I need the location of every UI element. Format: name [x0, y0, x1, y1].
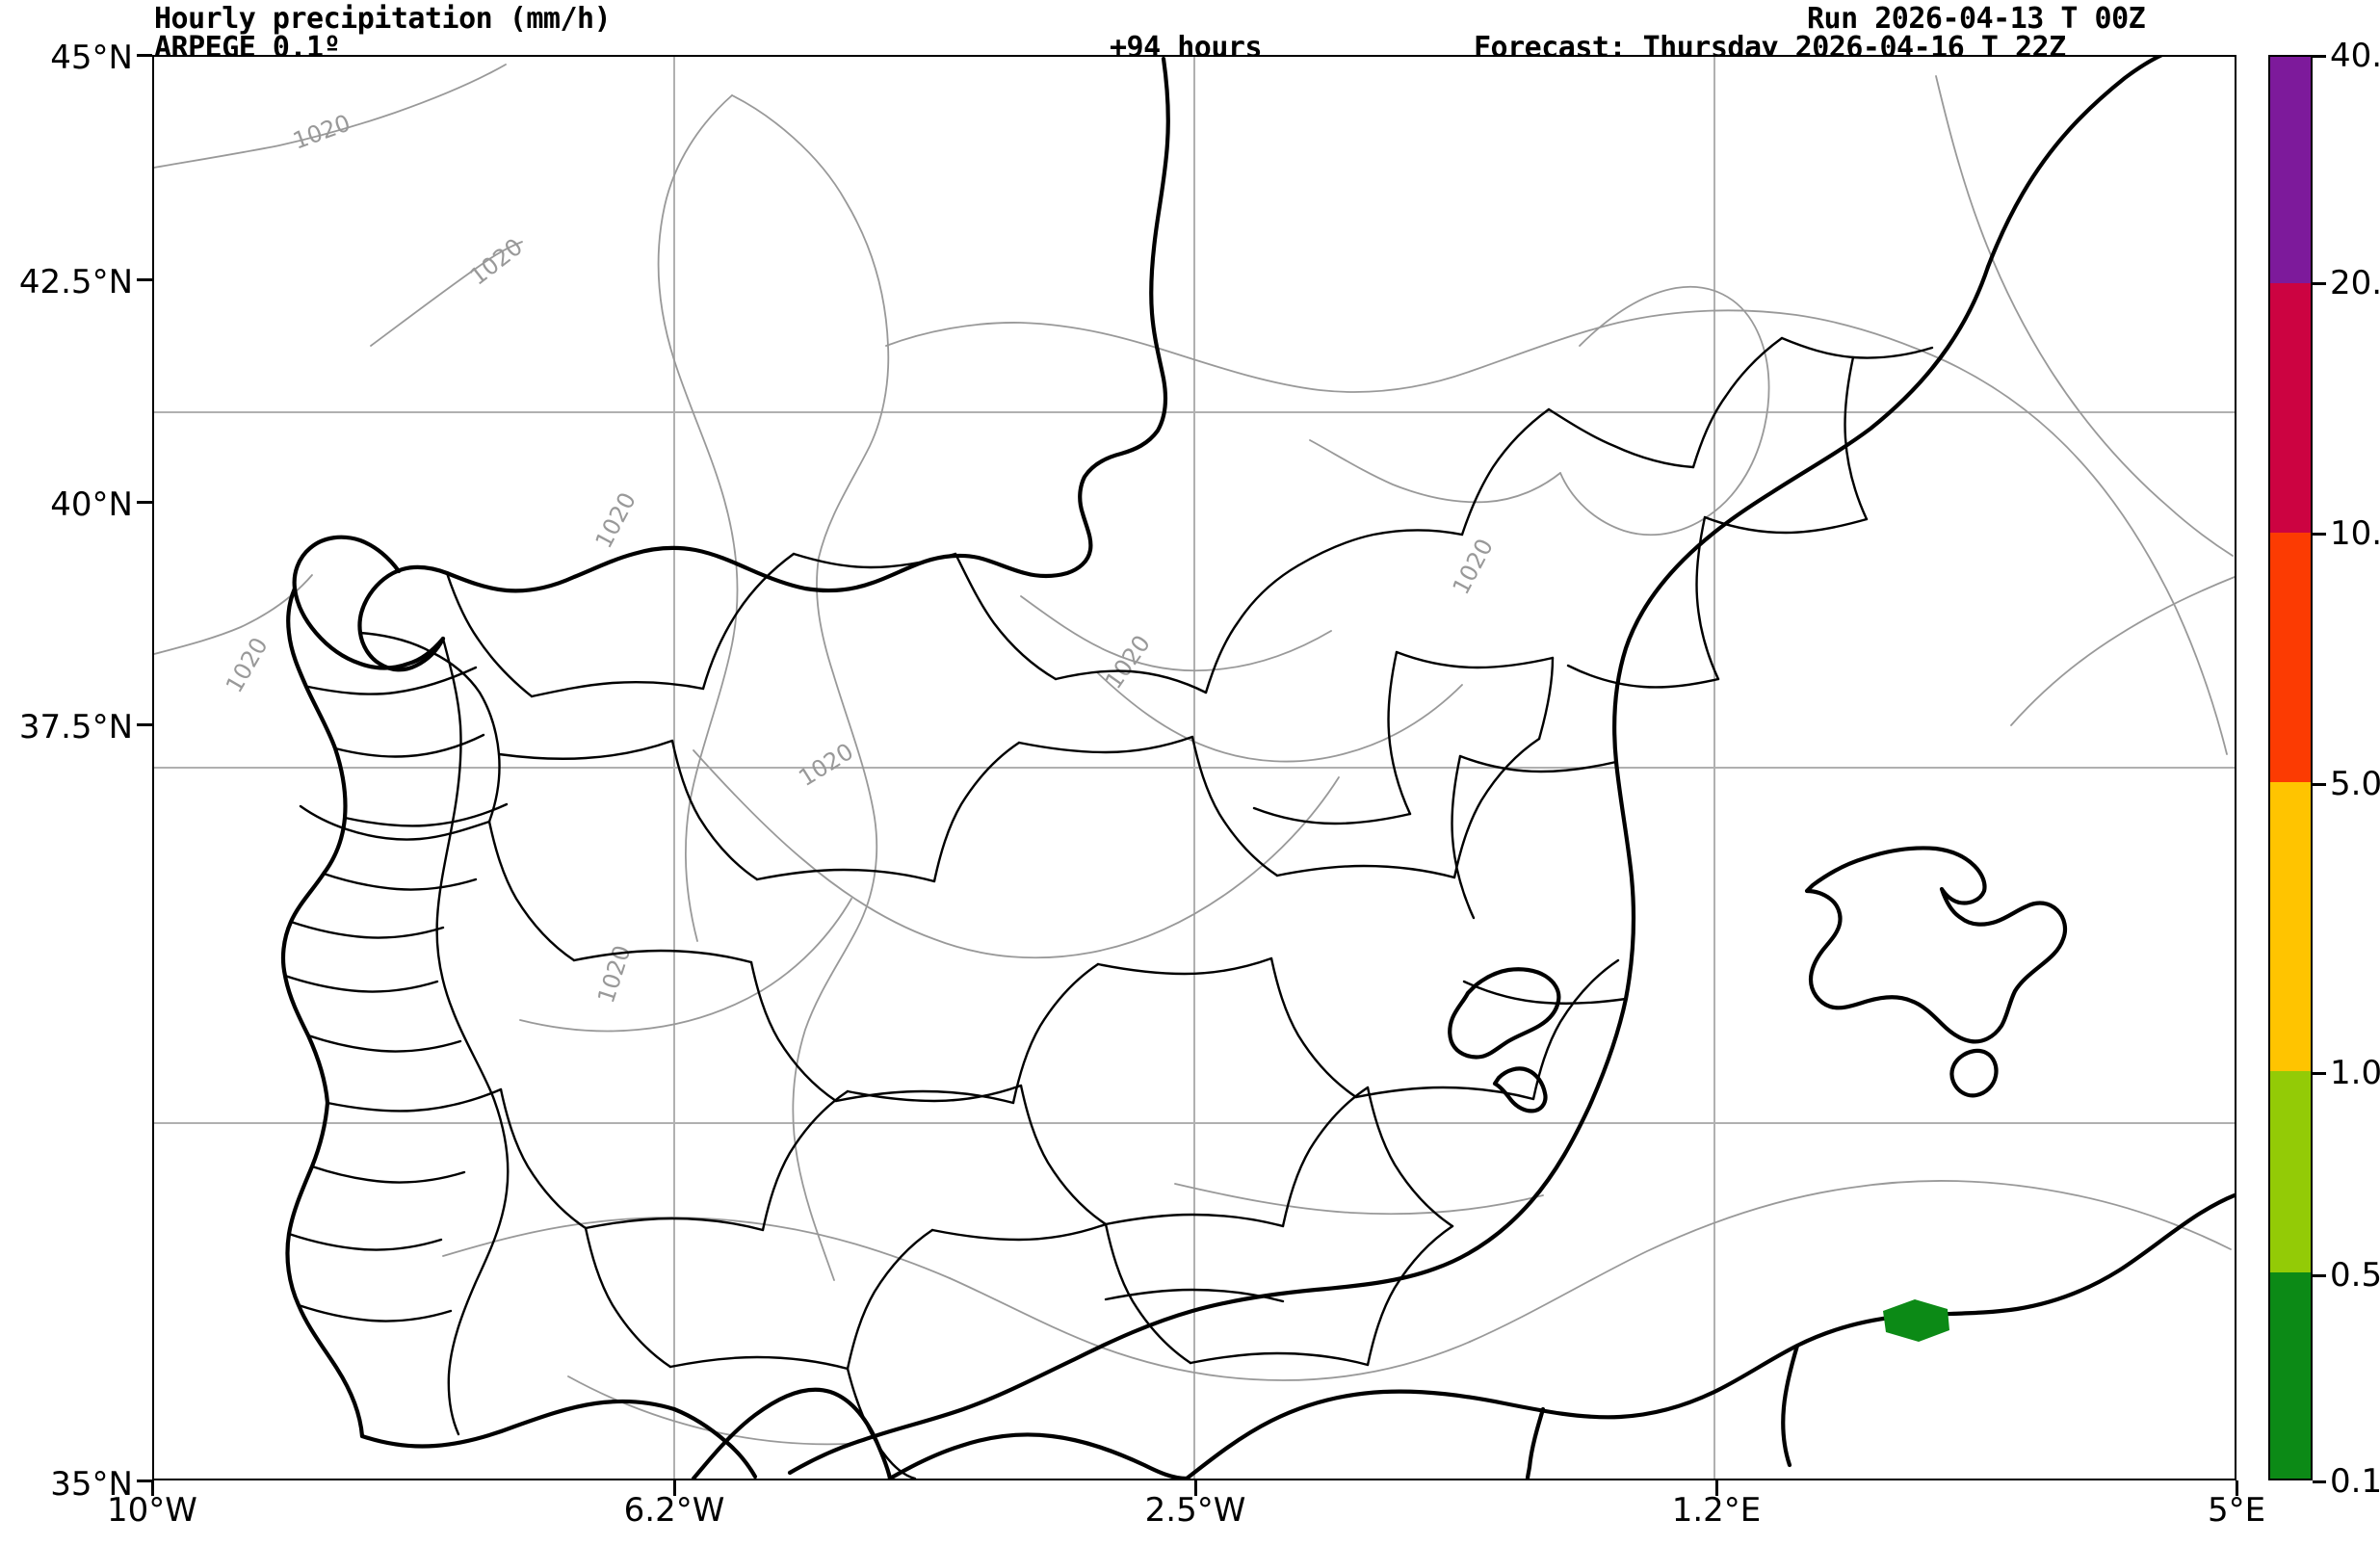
y-tick-label-42-5n: 42.5°N	[18, 263, 133, 301]
colorbar-segment-1-5	[2270, 782, 2311, 1071]
colorbar-label-20: 20.0	[2330, 264, 2380, 302]
y-tick-label-37-5n: 37.5°N	[18, 708, 133, 746]
y-tickmark-42-5n	[137, 278, 152, 281]
colorbar-segment-5-10	[2270, 533, 2311, 783]
y-tickmark-40n	[137, 501, 152, 504]
page-title: Hourly precipitation (mm/h)	[154, 2, 612, 36]
x-tick-label-2-5w: 2.5°W	[1144, 1491, 1246, 1530]
colorbar-segment-20-40	[2270, 57, 2311, 284]
svg-text:1020: 1020	[289, 109, 353, 154]
y-tickmark-35n	[137, 1480, 152, 1482]
y-tick-label-35n: 35°N	[50, 1465, 133, 1504]
svg-text:1020: 1020	[221, 633, 274, 697]
colorbar-segment-0.5-1	[2270, 1070, 2311, 1273]
svg-text:1020: 1020	[1100, 630, 1156, 694]
colorbar-segment-10-20	[2270, 283, 2311, 534]
colorbar-label-40: 40.0	[2330, 37, 2380, 75]
map-plot-area: 1020 1020 1020 1020 1020 1020 1020 1020	[152, 55, 2236, 1480]
balearic-islands	[1448, 846, 2068, 1113]
colorbar-label-1: 1.0	[2330, 1054, 2380, 1092]
x-tick-label-5e: 5°E	[2207, 1491, 2266, 1530]
y-tick-label-45n: 45°N	[50, 39, 133, 77]
isobar-contours	[154, 64, 2235, 1446]
colorbar-tick-0-1	[2313, 1480, 2326, 1483]
colorbar-tick-5	[2313, 783, 2326, 786]
colorbar-tick-0-5	[2313, 1274, 2326, 1277]
colorbar-segment-0.1-0.5	[2270, 1272, 2311, 1479]
y-tickmark-37-5n	[137, 723, 152, 726]
x-tick-label-6-2w: 6.2°W	[623, 1491, 725, 1530]
y-tick-label-40n: 40°N	[50, 485, 133, 524]
x-tickmark-1-2e	[1715, 1480, 1718, 1496]
north-africa-coast	[691, 1192, 2235, 1479]
colorbar-tick-40	[2313, 55, 2326, 58]
colorbar-tick-1	[2313, 1072, 2326, 1075]
colorbar-label-0-1: 0.1	[2330, 1462, 2380, 1501]
svg-text:1020: 1020	[464, 233, 527, 291]
map-canvas: 1020 1020 1020 1020 1020 1020 1020 1020	[154, 57, 2235, 1479]
x-tick-label-1-2e: 1.2°E	[1671, 1491, 1762, 1530]
chart-header: Hourly precipitation (mm/h) ARPEGE 0.1º …	[0, 0, 2380, 65]
svg-text:1020: 1020	[590, 488, 641, 553]
x-tickmark-5e	[2236, 1480, 2238, 1496]
x-tickmark-6-2w	[673, 1480, 676, 1496]
precipitation-colorbar	[2268, 55, 2313, 1480]
x-tickmark-10w	[151, 1480, 154, 1496]
administrative-boundaries	[283, 336, 1934, 1479]
colorbar-tick-20	[2313, 282, 2326, 285]
isobar-labels: 1020 1020 1020 1020 1020 1020 1020 1020	[221, 109, 1499, 1006]
svg-text:1020: 1020	[794, 738, 858, 792]
precip-cell	[1883, 1299, 1949, 1342]
x-tick-label-10w: 10°W	[107, 1491, 197, 1530]
colorbar-tick-10	[2313, 533, 2326, 536]
coastlines	[280, 57, 2163, 1479]
run-timestamp-label: Run 2026-04-13 T 00Z	[1807, 2, 2146, 36]
y-tickmark-45n	[137, 54, 152, 57]
colorbar-label-5: 5.0	[2330, 765, 2380, 803]
x-tickmark-2-5w	[1194, 1480, 1197, 1496]
colorbar-label-0-5: 0.5	[2330, 1256, 2380, 1295]
precipitation-field	[1883, 1299, 1949, 1342]
colorbar-label-10: 10.0	[2330, 514, 2380, 553]
svg-text:1020: 1020	[1448, 535, 1499, 599]
